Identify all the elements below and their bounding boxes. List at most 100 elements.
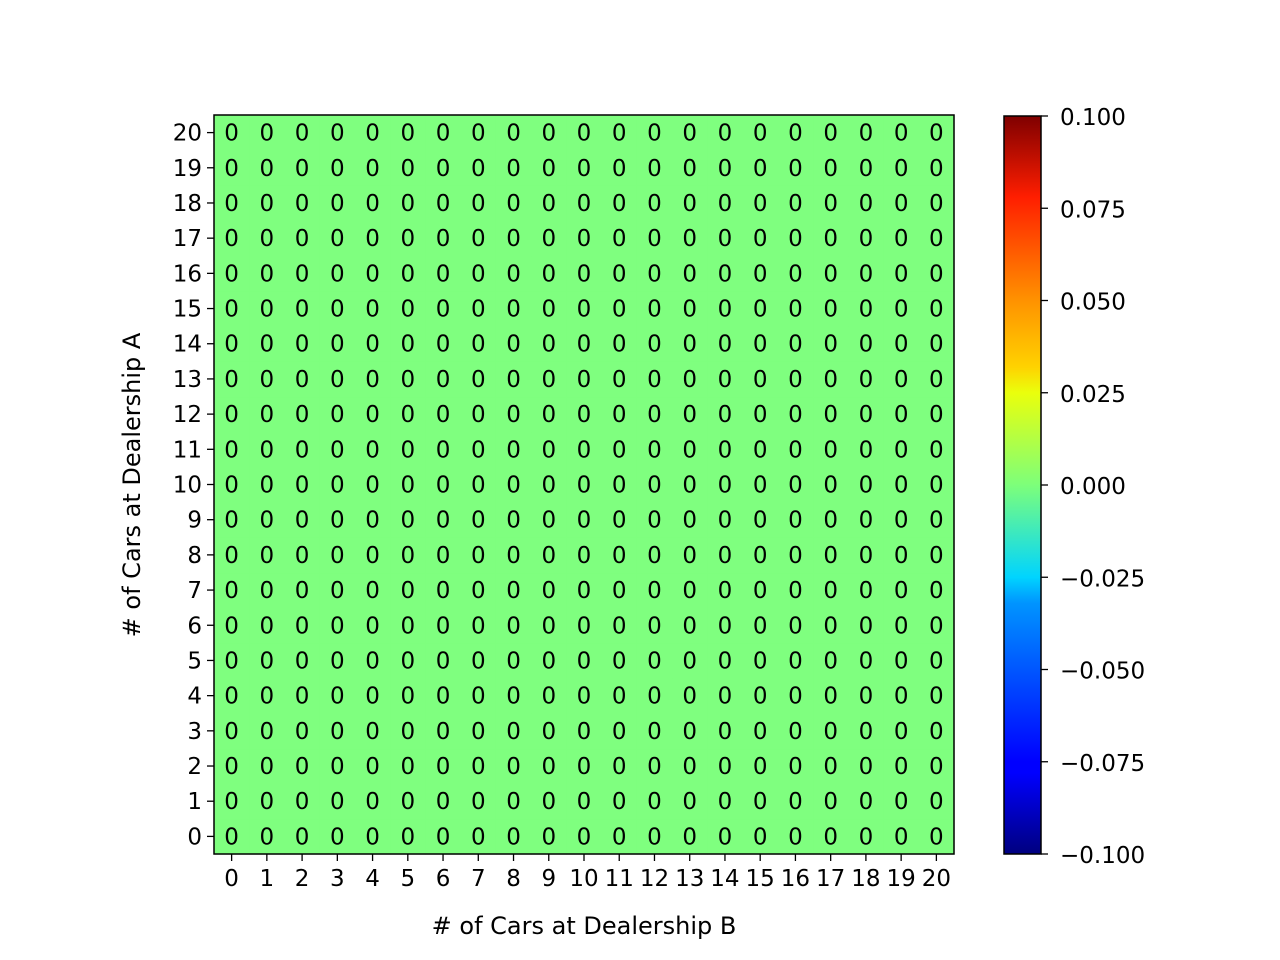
x-tick-label: 11 (605, 866, 634, 892)
cell-label: 0 (718, 789, 733, 815)
x-tick-label: 8 (506, 866, 521, 892)
heatmap-cell (425, 748, 462, 785)
heatmap-cell (495, 607, 532, 644)
heatmap-cell (707, 396, 744, 433)
heatmap-cell (531, 185, 567, 222)
heatmap-cell (848, 255, 885, 292)
heatmap-cell (284, 255, 321, 292)
heatmap-cell (460, 466, 497, 503)
cell-label: 0 (577, 226, 592, 252)
cell-label: 0 (894, 297, 909, 323)
heatmap-cell (777, 572, 814, 609)
heatmap-cell (777, 431, 814, 468)
heatmap-cell (390, 431, 427, 468)
cell-label: 0 (224, 684, 239, 710)
cell-label: 0 (295, 402, 310, 428)
cell-label: 0 (436, 578, 451, 604)
x-tick-label: 13 (675, 866, 704, 892)
cell-label: 0 (330, 297, 345, 323)
heatmap-cell (531, 290, 567, 327)
heatmap-cell (284, 361, 321, 398)
cell-label: 0 (295, 156, 310, 182)
cell-label: 0 (295, 261, 310, 287)
y-tick-label: 11 (173, 437, 202, 463)
cell-label: 0 (260, 473, 275, 499)
heatmap-cell (636, 572, 673, 609)
cell-label: 0 (436, 824, 451, 850)
cell-label: 0 (753, 402, 768, 428)
heatmap-cell (813, 537, 849, 574)
cell-label: 0 (330, 578, 345, 604)
cell-label: 0 (260, 613, 275, 639)
heatmap-cell (390, 150, 427, 186)
heatmap-cell (707, 748, 744, 785)
heatmap-cell (636, 607, 673, 644)
cell-label: 0 (577, 261, 592, 287)
cell-label: 0 (295, 473, 310, 499)
cell-label: 0 (260, 437, 275, 463)
heatmap-cell (531, 502, 567, 538)
cell-label: 0 (612, 648, 627, 674)
heatmap-cell (214, 713, 250, 750)
heatmap-cell (390, 607, 427, 644)
heatmap-cell (390, 115, 427, 151)
colorbar-tick-label: 0.075 (1060, 197, 1126, 223)
heatmap-cell (460, 431, 497, 468)
heatmap-cell (777, 255, 814, 292)
cell-label: 0 (330, 473, 345, 499)
heatmap-cell (566, 678, 603, 714)
heatmap-cell (214, 783, 250, 820)
cell-label: 0 (823, 754, 838, 780)
heatmap-cell (601, 642, 638, 679)
heatmap-cell (742, 396, 779, 433)
y-tick-label: 6 (187, 613, 202, 639)
heatmap-cell (883, 818, 920, 855)
heatmap-cell (742, 818, 779, 855)
heatmap-cell (495, 502, 532, 538)
cell-label: 0 (260, 297, 275, 323)
cell-label: 0 (823, 261, 838, 287)
cell-label: 0 (400, 543, 415, 569)
heatmap-cell (883, 115, 920, 151)
cell-label: 0 (471, 543, 486, 569)
heatmap-cell (601, 220, 638, 257)
heatmap-cell (425, 326, 462, 362)
heatmap-cell (672, 713, 708, 750)
colorbar-tick-label: 0.100 (1060, 105, 1126, 131)
cell-label: 0 (541, 367, 556, 393)
y-tick-label: 9 (187, 508, 202, 534)
cell-label: 0 (682, 543, 697, 569)
heatmap-cell (566, 537, 603, 574)
cell-label: 0 (823, 824, 838, 850)
cell-label: 0 (788, 754, 803, 780)
cell-label: 0 (224, 789, 239, 815)
heatmap-cell (284, 642, 321, 679)
heatmap-cell (214, 396, 250, 433)
heatmap-cell (672, 502, 708, 538)
heatmap-cell (319, 255, 356, 292)
cell-label: 0 (718, 121, 733, 147)
cell-label: 0 (788, 824, 803, 850)
cell-label: 0 (577, 578, 592, 604)
cell-label: 0 (612, 297, 627, 323)
heatmap-cell (425, 185, 462, 222)
heatmap-cell (707, 255, 744, 292)
heatmap-cell (284, 185, 321, 222)
cell-label: 0 (436, 473, 451, 499)
heatmap-cell (531, 818, 567, 855)
cell-label: 0 (295, 648, 310, 674)
cell-label: 0 (894, 719, 909, 745)
cell-label: 0 (224, 648, 239, 674)
cell-label: 0 (224, 437, 239, 463)
heatmap-cell (566, 255, 603, 292)
cell-label: 0 (295, 754, 310, 780)
cell-label: 0 (365, 473, 380, 499)
heatmap-cell (883, 396, 920, 433)
cell-label: 0 (400, 226, 415, 252)
x-tick-label: 20 (922, 866, 951, 892)
cell-label: 0 (295, 367, 310, 393)
heatmap-cell (531, 326, 567, 362)
cell-label: 0 (823, 332, 838, 358)
cell-label: 0 (224, 508, 239, 534)
heatmap-cell (319, 537, 356, 574)
